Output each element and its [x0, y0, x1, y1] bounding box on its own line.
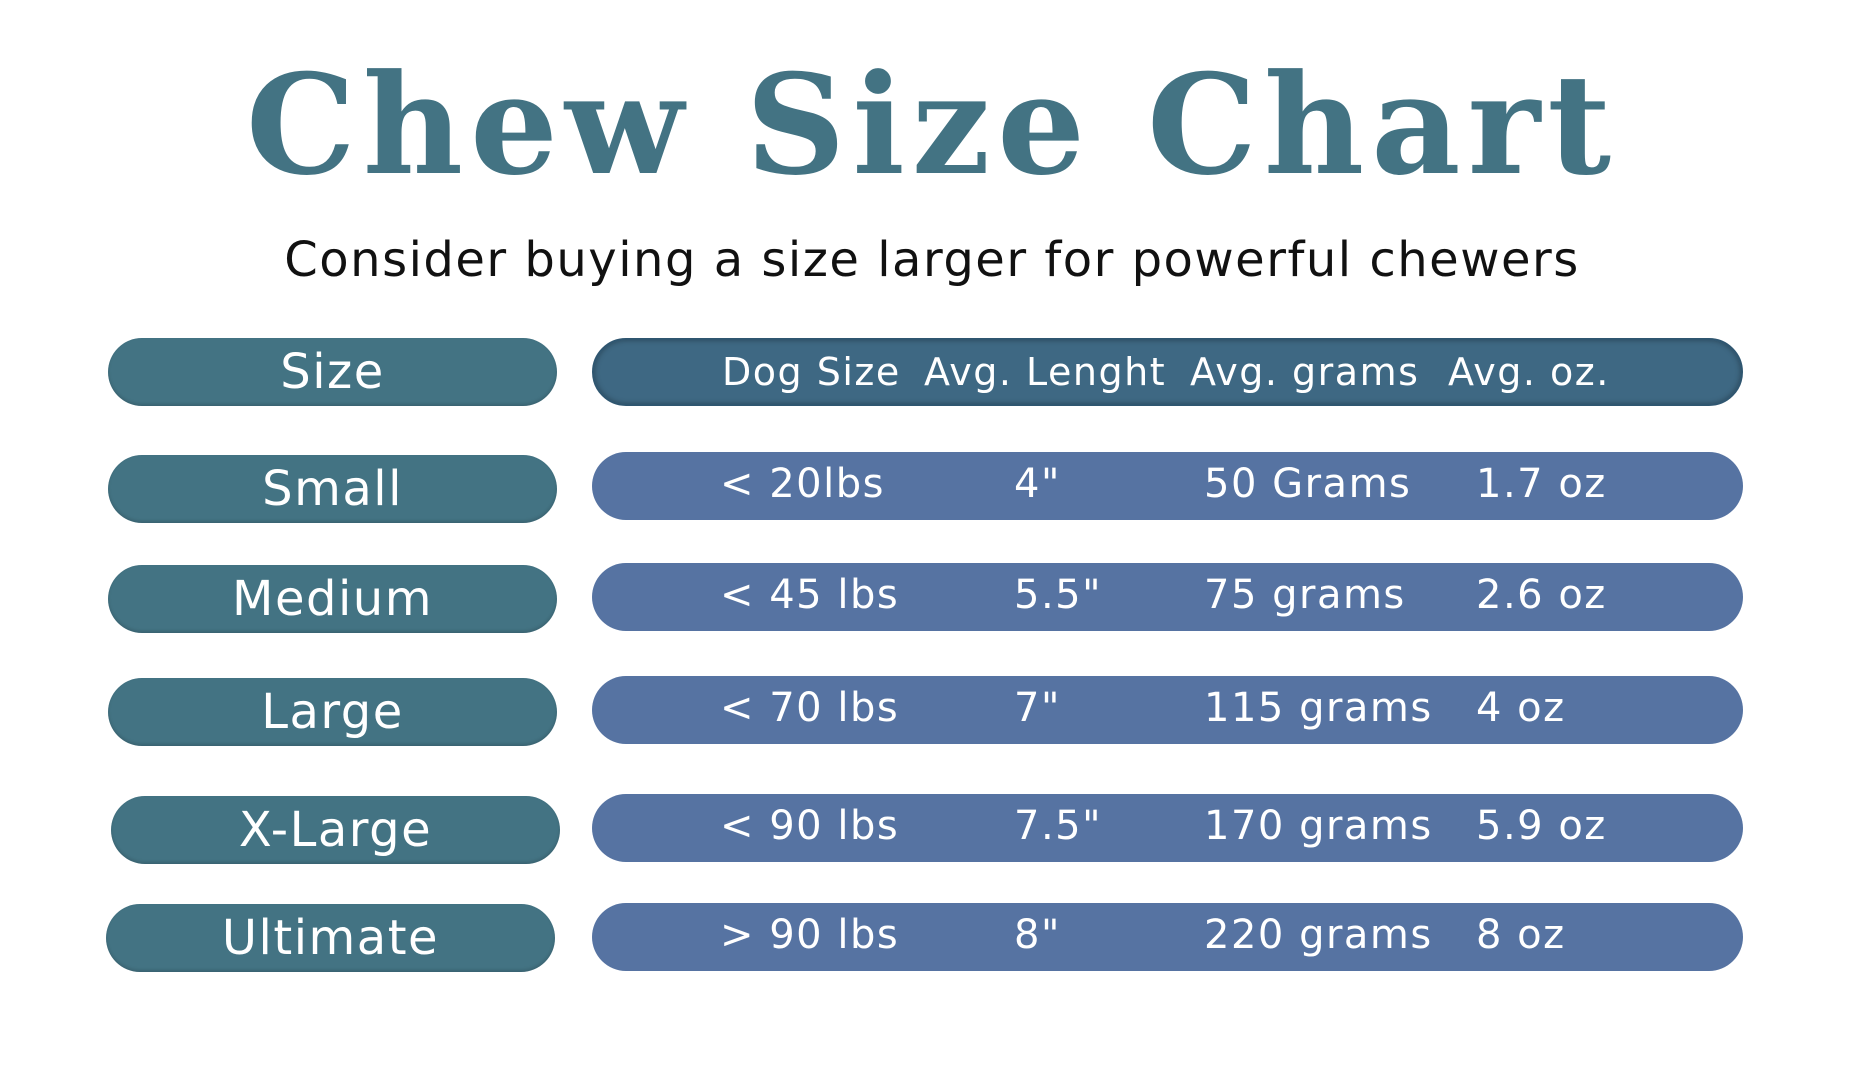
oz-cell: 2.6 oz: [1476, 572, 1607, 618]
grams-cell: 170 grams: [1204, 803, 1433, 849]
size-label-medium: Medium: [108, 565, 557, 633]
size-label-x-large: X-Large: [111, 796, 560, 864]
oz-cell: 5.9 oz: [1476, 803, 1607, 849]
grams-cell: 75 grams: [1204, 572, 1406, 618]
length-cell: 8": [1014, 912, 1061, 958]
size-label-large: Large: [108, 678, 557, 746]
column-header-avg-grams: Avg. grams: [1190, 350, 1420, 394]
length-cell: 5.5": [1014, 572, 1103, 618]
grams-cell: 50 Grams: [1204, 461, 1412, 507]
dog-size-cell: > 90 lbs: [720, 912, 900, 958]
dog-size-cell: < 90 lbs: [720, 803, 900, 849]
table-row: > 90 lbs 8" 220 grams 8 oz: [592, 903, 1743, 971]
column-header-pill: Dog Size Avg. Lenght Avg. grams Avg. oz.: [592, 338, 1743, 406]
oz-cell: 8 oz: [1476, 912, 1566, 958]
column-header-avg-length: Avg. Lenght: [924, 350, 1167, 394]
table-row: < 45 lbs 5.5" 75 grams 2.6 oz: [592, 563, 1743, 631]
dog-size-cell: < 20lbs: [720, 461, 885, 507]
page-title: Chew Size Chart: [245, 43, 1619, 206]
grams-cell: 220 grams: [1204, 912, 1433, 958]
dog-size-cell: < 70 lbs: [720, 685, 900, 731]
length-cell: 4": [1014, 461, 1061, 507]
length-cell: 7.5": [1014, 803, 1103, 849]
table-row: < 70 lbs 7" 115 grams 4 oz: [592, 676, 1743, 744]
oz-cell: 1.7 oz: [1476, 461, 1607, 507]
oz-cell: 4 oz: [1476, 685, 1566, 731]
column-header-avg-oz: Avg. oz.: [1448, 350, 1610, 394]
column-header-dog-size: Dog Size: [722, 350, 901, 394]
grams-cell: 115 grams: [1204, 685, 1433, 731]
size-label-small: Small: [108, 455, 557, 523]
size-label-ultimate: Ultimate: [106, 904, 555, 972]
page-subtitle: Consider buying a size larger for powerf…: [284, 232, 1580, 288]
table-row: < 90 lbs 7.5" 170 grams 5.9 oz: [592, 794, 1743, 862]
length-cell: 7": [1014, 685, 1061, 731]
table-row: < 20lbs 4" 50 Grams 1.7 oz: [592, 452, 1743, 520]
dog-size-cell: < 45 lbs: [720, 572, 900, 618]
size-header-pill: Size: [108, 338, 557, 406]
